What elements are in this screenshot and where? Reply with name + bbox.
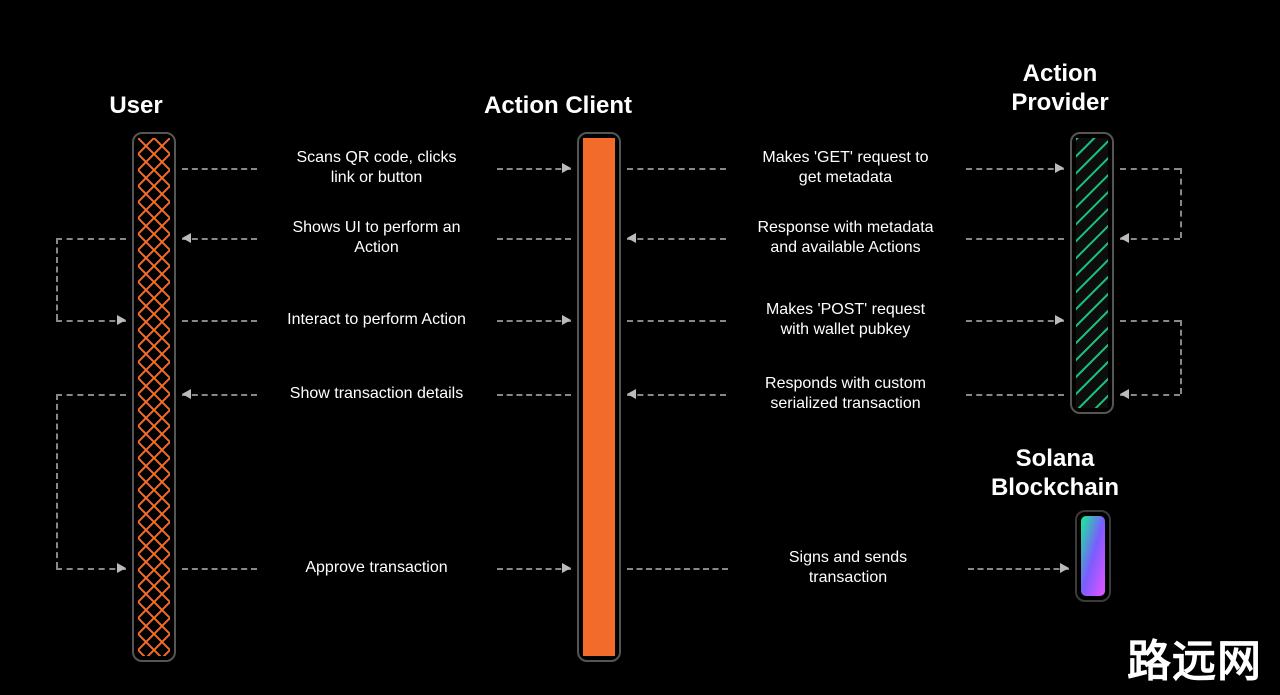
lane-provider (1070, 132, 1114, 414)
message-m6: Makes 'POST' request with wallet pubkey (731, 300, 961, 340)
self-loop-provider-2 (1180, 168, 1181, 169)
lane-heading-solana: Solana Blockchain (975, 445, 1135, 503)
self-loop-user-1 (56, 394, 57, 395)
message-m1: Scans QR code, clicks link or button (262, 148, 492, 188)
lane-client (577, 132, 621, 662)
lane-heading-provider: Action Provider (980, 60, 1140, 118)
message-m5: Interact to perform Action (262, 310, 492, 330)
message-m3: Shows UI to perform an Action (262, 218, 492, 258)
self-loop-user-0 (56, 238, 57, 239)
lane-user (132, 132, 176, 662)
lane-heading-client: Action Client (448, 92, 668, 121)
self-loop-provider-3 (1180, 320, 1181, 321)
watermark-text: 路远网 (1127, 625, 1262, 689)
message-m7: Show transaction details (262, 384, 492, 404)
message-m8: Responds with custom serialized transact… (731, 374, 961, 414)
message-m4: Response with metadata and available Act… (731, 218, 961, 258)
message-m9: Approve transaction (262, 558, 492, 578)
message-m10: Signs and sends transaction (733, 548, 963, 588)
lane-heading-user: User (26, 92, 246, 121)
lane-solana (1075, 510, 1111, 602)
message-m2: Makes 'GET' request to get metadata (731, 148, 961, 188)
